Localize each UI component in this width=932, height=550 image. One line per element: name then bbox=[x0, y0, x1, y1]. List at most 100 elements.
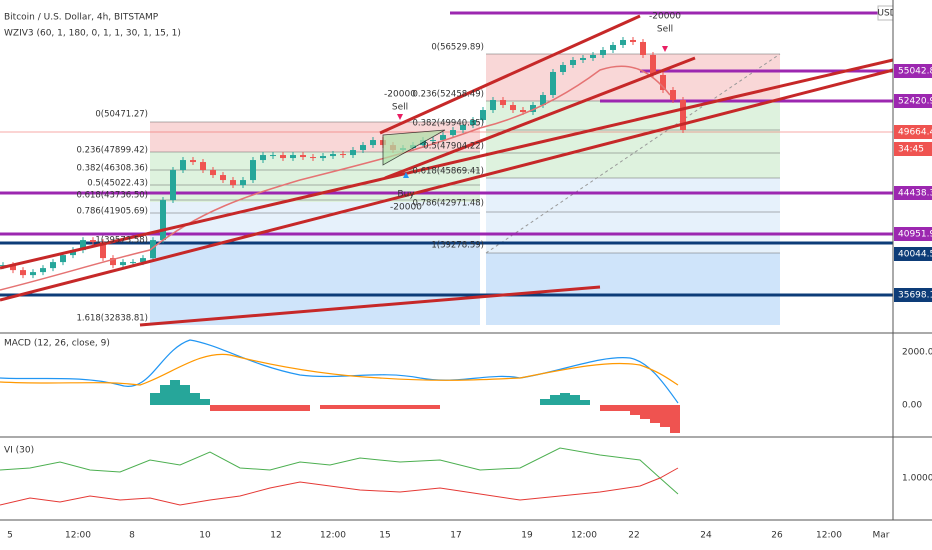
candle bbox=[290, 155, 296, 159]
moving-average bbox=[0, 65, 671, 291]
price-label-bg bbox=[894, 125, 932, 139]
candle bbox=[120, 262, 126, 266]
price-label-bg bbox=[894, 227, 932, 241]
candle bbox=[540, 95, 546, 106]
candle bbox=[10, 265, 16, 271]
candle bbox=[450, 130, 456, 136]
candle bbox=[330, 154, 336, 157]
candle bbox=[90, 240, 96, 243]
fib-label: 1.618(32838.81) bbox=[76, 314, 148, 324]
trend-lines bbox=[0, 14, 894, 327]
time-label: 19 bbox=[521, 531, 533, 541]
candle bbox=[320, 156, 326, 159]
annotation-amount: -20000 bbox=[384, 90, 416, 100]
candle bbox=[240, 180, 246, 186]
time-label: 17 bbox=[450, 531, 461, 541]
price-label: 40951.91 bbox=[898, 230, 932, 240]
candle bbox=[440, 135, 446, 141]
time-label: 15 bbox=[379, 531, 390, 541]
candle bbox=[550, 71, 556, 96]
fib-label: 0.5(45022.43) bbox=[87, 179, 148, 189]
candle bbox=[190, 160, 196, 163]
candle bbox=[100, 242, 106, 259]
price-label: 40044.52 bbox=[898, 250, 932, 260]
price-label: 34:45 bbox=[898, 145, 924, 155]
signal-line bbox=[0, 353, 679, 386]
candle bbox=[130, 262, 136, 264]
candle bbox=[500, 100, 506, 106]
annotation-action: Sell bbox=[392, 103, 408, 113]
candle bbox=[170, 170, 176, 201]
candle bbox=[490, 100, 496, 111]
fib-label: 0.236(47899.42) bbox=[76, 146, 148, 156]
price-label: 49664.40 bbox=[898, 128, 932, 138]
candle bbox=[620, 39, 626, 45]
buy-arrow bbox=[403, 172, 409, 178]
candle bbox=[650, 54, 656, 76]
candle bbox=[0, 265, 6, 267]
candle bbox=[530, 105, 536, 113]
time-label: 8 bbox=[129, 531, 135, 541]
time-label: 10 bbox=[199, 531, 211, 541]
candle bbox=[250, 160, 256, 181]
candle bbox=[340, 154, 346, 156]
candle bbox=[200, 162, 206, 171]
vi-minus bbox=[0, 467, 679, 506]
candle bbox=[230, 180, 236, 186]
time-label: 22 bbox=[628, 531, 639, 541]
candle bbox=[560, 65, 566, 72]
candle bbox=[670, 90, 676, 101]
candle bbox=[350, 150, 356, 156]
time-label: 5 bbox=[7, 531, 13, 541]
macd-tick: 0.00 bbox=[902, 401, 922, 411]
time-label: Mar bbox=[873, 531, 890, 541]
candle bbox=[70, 250, 76, 256]
candle bbox=[630, 39, 636, 42]
candle bbox=[590, 54, 596, 58]
candle bbox=[660, 75, 666, 91]
vi-title: VI (30) bbox=[4, 446, 34, 456]
candle bbox=[270, 155, 276, 157]
time-label: 12:00 bbox=[320, 531, 346, 541]
fib-label: 1(39278.59) bbox=[431, 241, 484, 251]
fib-label: 1(39573.58) bbox=[95, 236, 148, 246]
candle bbox=[50, 262, 56, 269]
candle bbox=[640, 41, 646, 55]
currency[interactable]: USD bbox=[877, 9, 896, 19]
macd-tick: 2000.00 bbox=[902, 348, 932, 358]
fib-label: 0.382(46308.36) bbox=[76, 164, 148, 174]
candle bbox=[60, 255, 66, 263]
price-label-bg bbox=[894, 288, 932, 302]
indicator: WZIV3 (60, 1, 180, 0, 1, 1, 30, 1, 15, 1… bbox=[4, 29, 181, 39]
fib-label: 0(56529.89) bbox=[431, 43, 484, 53]
price-label-bg bbox=[894, 247, 932, 261]
candle bbox=[140, 258, 146, 263]
time-label: 12:00 bbox=[571, 531, 597, 541]
candle bbox=[680, 100, 686, 131]
price-label-bg bbox=[894, 64, 932, 78]
pattern bbox=[382, 129, 446, 166]
candle bbox=[110, 258, 116, 266]
macd-line bbox=[0, 339, 679, 404]
candle bbox=[80, 240, 86, 251]
candle bbox=[580, 57, 586, 60]
candle bbox=[430, 140, 436, 142]
candle bbox=[280, 155, 286, 159]
candle bbox=[470, 120, 476, 126]
price-label-bg bbox=[894, 142, 932, 156]
time-label: 24 bbox=[700, 531, 712, 541]
price-label: 55042.84 bbox=[898, 67, 932, 77]
fib-right bbox=[485, 53, 781, 325]
time-label: 26 bbox=[771, 531, 783, 541]
vi-plus bbox=[0, 447, 679, 495]
macd-histogram bbox=[150, 380, 680, 433]
price-label-bg bbox=[894, 186, 932, 200]
candle bbox=[610, 44, 616, 50]
price-label: 44438.35 bbox=[898, 189, 932, 199]
time-label: 12:00 bbox=[65, 531, 91, 541]
fib-label: 0.236(52458.49) bbox=[412, 90, 484, 100]
price-label: 35698.11 bbox=[898, 291, 932, 301]
candle bbox=[30, 272, 36, 276]
candle bbox=[150, 240, 156, 259]
